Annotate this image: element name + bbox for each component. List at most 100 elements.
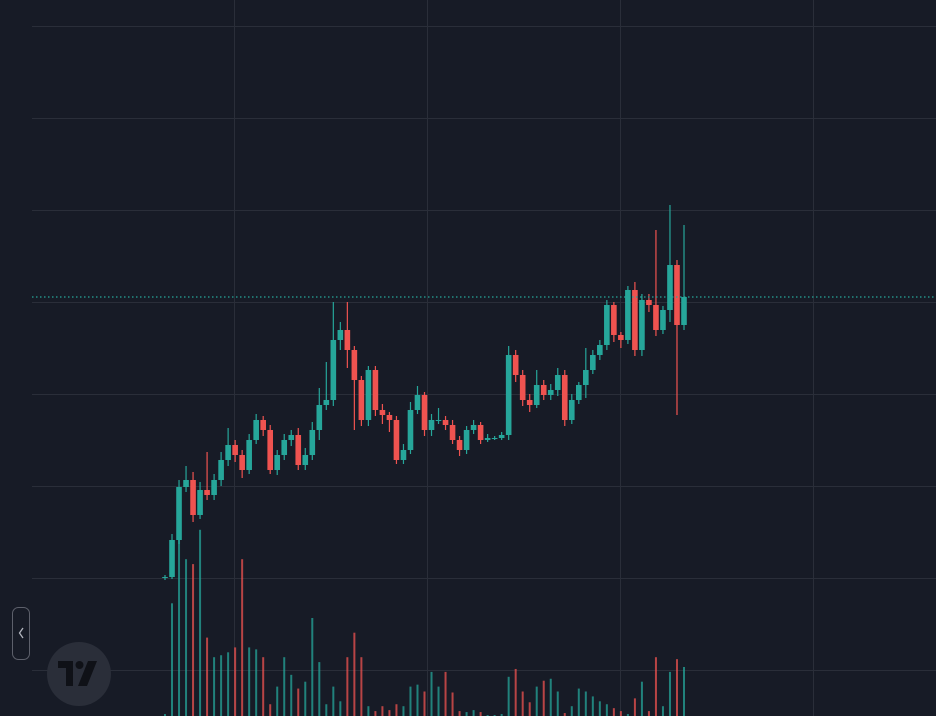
candle-body xyxy=(547,390,554,395)
candle-body xyxy=(604,305,610,345)
candle-body xyxy=(491,438,498,439)
logo xyxy=(58,661,97,686)
volume-bar xyxy=(346,657,349,716)
volume-bar xyxy=(458,711,461,716)
candle-body xyxy=(344,330,351,350)
candle-body xyxy=(246,440,252,470)
logo-part xyxy=(58,661,73,686)
candle-body xyxy=(625,290,631,340)
candle-body xyxy=(583,370,589,385)
candle-body xyxy=(435,420,442,421)
candle-body xyxy=(646,300,652,305)
volume-bar xyxy=(549,678,552,716)
candle-body xyxy=(512,355,519,375)
candle-body xyxy=(407,410,414,450)
volume-bar xyxy=(528,702,531,716)
volume-bar xyxy=(269,704,272,716)
candle-body xyxy=(295,435,302,465)
volume-bar xyxy=(507,676,510,716)
candle-body xyxy=(681,297,687,325)
volume-bar xyxy=(192,564,195,716)
volume-bar xyxy=(213,657,216,716)
candle-body xyxy=(505,355,512,435)
candle-body xyxy=(372,370,379,410)
candle-body xyxy=(309,430,316,455)
volume-bar xyxy=(304,681,307,716)
volume-bar xyxy=(612,708,615,716)
vertical-grid xyxy=(234,0,814,716)
candle-body xyxy=(660,310,666,330)
plot xyxy=(32,26,936,716)
volume-bar xyxy=(563,713,566,716)
candle-body xyxy=(197,490,203,515)
candle-body xyxy=(632,290,638,350)
candle-body xyxy=(667,265,673,310)
volume-bar xyxy=(647,711,650,716)
logo-part xyxy=(75,661,84,669)
candle-body xyxy=(540,385,547,395)
candle-body xyxy=(484,438,491,440)
candle-body xyxy=(225,445,231,460)
candle-body xyxy=(288,435,295,440)
logo-badge[interactable] xyxy=(47,642,111,706)
candle-body xyxy=(330,340,337,400)
candle-body xyxy=(575,385,582,400)
volume-bar xyxy=(577,688,580,716)
volume-bar xyxy=(241,559,244,716)
volume-bar xyxy=(444,671,447,716)
volume-bar xyxy=(451,692,454,716)
candle-body xyxy=(218,460,224,480)
candle-body xyxy=(590,355,596,370)
candle-body xyxy=(597,345,603,355)
collapse-button[interactable] xyxy=(12,607,30,660)
volume-bar xyxy=(171,603,174,716)
candle-body xyxy=(639,300,645,350)
volume-bar xyxy=(255,649,258,716)
volume-bar xyxy=(332,686,335,716)
volume-bar xyxy=(430,671,433,716)
candle-body xyxy=(386,415,393,420)
candle-body xyxy=(239,455,245,470)
candle-body xyxy=(449,425,456,440)
candle-body xyxy=(232,445,238,455)
volume-bar xyxy=(234,647,237,716)
volume-bar xyxy=(570,706,573,716)
volume-bar xyxy=(472,710,475,716)
candle-body xyxy=(463,430,470,450)
candle-body xyxy=(176,487,182,540)
candle-body xyxy=(470,425,477,430)
volume-bar xyxy=(339,701,342,716)
volume-bar xyxy=(591,696,594,716)
candle-body xyxy=(674,265,680,325)
volume-bar xyxy=(479,712,482,716)
candle-body xyxy=(169,540,175,577)
volume-bar xyxy=(374,711,377,716)
volume-bar xyxy=(675,659,678,716)
candle-body xyxy=(190,480,196,515)
candle-body xyxy=(351,350,358,380)
candle-body xyxy=(260,420,266,430)
candle-body xyxy=(414,395,421,410)
volume-bar xyxy=(220,655,223,716)
volume-bar xyxy=(276,686,279,716)
candle-body xyxy=(400,450,407,460)
volume-bar xyxy=(311,618,314,716)
volume-bar xyxy=(409,686,412,716)
volume-bar xyxy=(556,691,559,716)
volume-bar xyxy=(388,710,391,716)
candle-body xyxy=(618,335,624,340)
volume-bar xyxy=(297,688,300,716)
volume-bar xyxy=(227,652,230,716)
candle-body xyxy=(421,395,428,430)
volume-bar xyxy=(633,698,636,716)
volume-bar xyxy=(381,706,384,716)
volume-bar xyxy=(185,559,188,716)
volume-bar xyxy=(402,706,405,716)
volume-bar xyxy=(290,674,293,716)
volume-bar xyxy=(542,680,545,716)
candle-body xyxy=(611,305,617,335)
logo-part xyxy=(78,661,97,686)
volume-bar xyxy=(619,711,622,716)
volume-bar xyxy=(367,706,370,716)
